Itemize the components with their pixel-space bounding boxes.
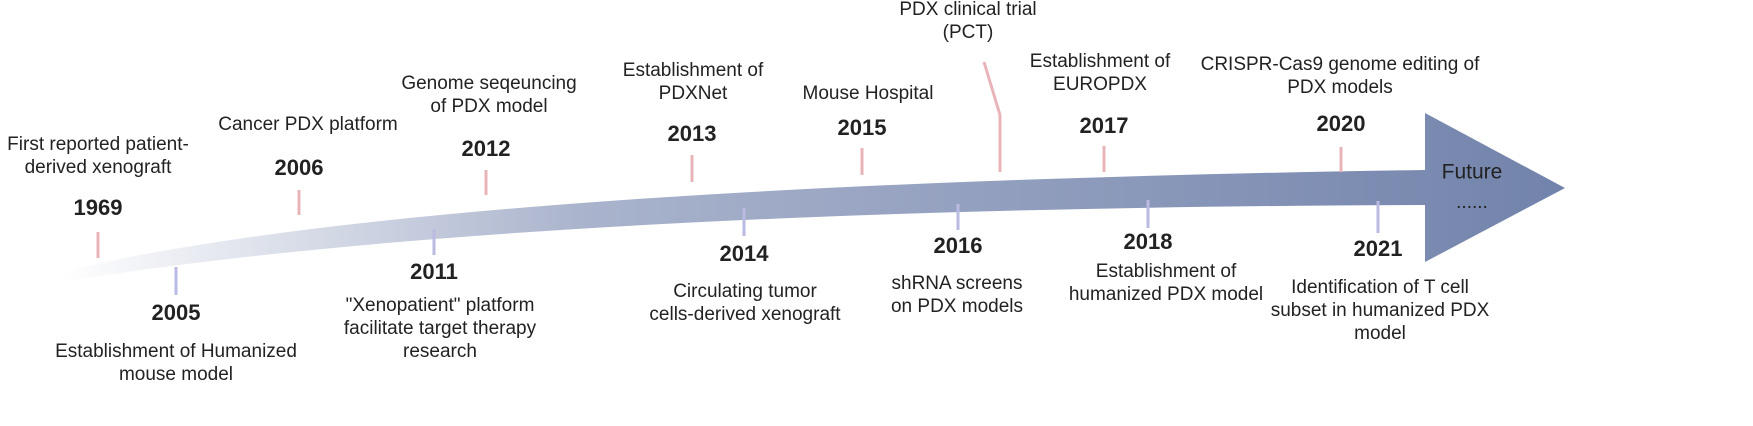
year: 1969 — [74, 195, 123, 220]
event-label: Establishment of — [1096, 261, 1237, 282]
event-label: PDX models — [1287, 77, 1393, 98]
event-label: Identification of T cell — [1291, 277, 1469, 298]
event-label: shRNA screens — [892, 273, 1023, 294]
event-label: CRISPR-Cas9 genome editing of — [1201, 54, 1481, 75]
year: 2005 — [152, 300, 201, 325]
event-label: "Xenopatient" platform — [346, 295, 535, 316]
event-label: (PCT) — [943, 22, 994, 43]
future-label: Future — [1442, 161, 1503, 184]
event-label: subset in humanized PDX — [1271, 300, 1490, 321]
year: 2012 — [462, 136, 511, 161]
event-label: Establishment of — [1030, 51, 1171, 72]
event-label: on PDX models — [891, 296, 1023, 317]
event-label: Mouse Hospital — [803, 83, 934, 104]
event-label: Genome seqeuncing — [401, 73, 576, 94]
year: 2021 — [1354, 236, 1403, 261]
event-label: EUROPDX — [1053, 74, 1147, 95]
event-label: Establishment of Humanized — [55, 341, 297, 362]
event-label: Cancer PDX platform — [218, 114, 398, 135]
year: 2017 — [1080, 113, 1129, 138]
event-label: facilitate target therapy — [344, 318, 537, 339]
year: 2016 — [934, 233, 983, 258]
year: 2018 — [1124, 229, 1173, 254]
event-label: research — [403, 341, 477, 362]
event-label: Circulating tumor — [673, 281, 817, 302]
event-label: humanized PDX model — [1069, 284, 1263, 305]
event-label: model — [1354, 323, 1406, 344]
year: 2020 — [1317, 111, 1366, 136]
year: 2014 — [720, 241, 770, 266]
event-label: cells-derived xenograft — [649, 304, 841, 325]
future-dots: ...... — [1456, 192, 1488, 213]
event-label: Establishment of — [623, 60, 764, 81]
event-label: PDX clinical trial — [899, 0, 1036, 20]
event-label: derived xenograft — [25, 157, 173, 178]
event-label: PDXNet — [659, 83, 728, 104]
year: 2015 — [838, 115, 887, 140]
leader-line — [982, 61, 1002, 172]
event-label: First reported patient- — [7, 134, 189, 155]
event-label: mouse model — [119, 364, 233, 385]
year: 2006 — [275, 155, 324, 180]
year: 2013 — [668, 121, 717, 146]
timeline-arrow — [60, 113, 1565, 282]
event-label: of PDX model — [430, 96, 547, 117]
year: 2011 — [410, 259, 458, 284]
